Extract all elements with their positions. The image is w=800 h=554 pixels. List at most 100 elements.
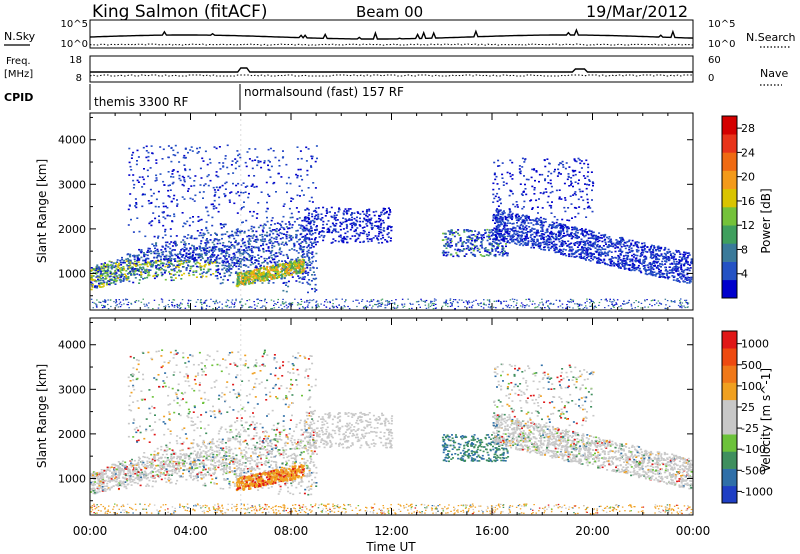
freq-frame	[89, 55, 694, 83]
data-cell	[272, 150, 275, 152]
data-cell	[382, 229, 385, 232]
data-cell	[109, 275, 112, 278]
data-cell	[213, 261, 216, 264]
data-cell	[95, 280, 98, 283]
data-cell	[169, 235, 172, 238]
data-cell	[155, 262, 158, 264]
data-cell	[373, 225, 376, 227]
data-cell	[122, 266, 125, 268]
data-cell	[646, 269, 649, 271]
data-cell	[651, 299, 654, 301]
data-cell	[339, 236, 342, 238]
data-cell	[526, 215, 529, 218]
data-cell	[255, 265, 258, 267]
data-cell	[283, 244, 286, 246]
data-cell	[640, 251, 643, 254]
data-cell	[106, 271, 109, 274]
data-cell	[279, 237, 282, 240]
data-cell	[302, 269, 305, 272]
data-cell	[344, 218, 347, 220]
data-cell	[639, 254, 642, 257]
data-cell	[298, 224, 301, 226]
data-cell	[577, 157, 580, 160]
data-cell	[136, 254, 139, 257]
data-cell	[486, 239, 489, 242]
data-cell	[279, 253, 282, 255]
data-cell	[502, 252, 504, 254]
data-cell	[205, 239, 208, 242]
data-cell	[580, 160, 583, 162]
data-cell	[299, 248, 302, 251]
data-cell	[554, 225, 557, 228]
data-cell	[173, 270, 176, 272]
data-cell	[257, 160, 260, 162]
data-cell	[498, 229, 501, 231]
data-cell	[429, 305, 432, 307]
data-cell	[496, 247, 499, 249]
data-cell	[96, 299, 98, 301]
data-cell	[153, 256, 156, 259]
data-cell	[601, 261, 604, 264]
data-cell	[211, 216, 214, 219]
data-cell	[522, 220, 524, 223]
data-cell	[214, 275, 217, 277]
data-cell	[167, 246, 170, 248]
data-cell	[117, 270, 120, 272]
data-cell	[503, 223, 506, 225]
data-cell	[218, 250, 221, 252]
data-cell	[333, 218, 336, 220]
data-cell	[322, 231, 325, 233]
data-cell	[177, 256, 179, 259]
data-cell	[275, 267, 277, 270]
data-cell	[462, 241, 465, 244]
data-cell	[621, 236, 624, 239]
data-cell	[378, 214, 380, 217]
data-cell	[595, 250, 598, 253]
data-cell	[321, 227, 324, 229]
data-cell	[132, 271, 135, 273]
data-cell	[190, 185, 193, 187]
data-cell	[603, 262, 606, 264]
data-cell	[236, 261, 239, 263]
data-cell	[181, 183, 184, 186]
data-cell	[590, 257, 593, 260]
data-cell	[678, 256, 681, 258]
data-cell	[531, 243, 534, 246]
data-cell	[168, 196, 171, 198]
data-cell	[263, 223, 266, 225]
data-cell	[686, 256, 689, 259]
data-cell	[598, 251, 601, 254]
data-cell	[614, 247, 617, 249]
data-cell	[172, 176, 175, 178]
data-cell	[202, 160, 205, 162]
data-cell	[288, 266, 291, 269]
data-cell	[149, 221, 152, 223]
data-cell	[390, 229, 393, 232]
data-cell	[461, 299, 463, 301]
data-cell	[183, 180, 186, 183]
data-cell	[654, 261, 657, 263]
data-cell	[500, 235, 503, 237]
data-cell	[300, 255, 303, 257]
data-cell	[309, 241, 312, 243]
data-cell	[310, 227, 313, 229]
data-cell	[558, 249, 561, 252]
data-cell	[102, 282, 105, 284]
data-cell	[521, 219, 524, 221]
data-cell	[535, 217, 538, 220]
data-cell	[454, 248, 457, 251]
data-cell	[547, 234, 550, 237]
data-cell	[254, 282, 256, 284]
data-cell	[95, 266, 98, 269]
data-cell	[501, 255, 504, 257]
data-cell	[263, 160, 266, 162]
data-cell	[580, 228, 583, 230]
data-cell	[471, 243, 474, 246]
data-cell	[301, 258, 304, 261]
data-cell	[297, 168, 300, 171]
data-cell	[467, 230, 470, 233]
data-cell	[164, 228, 167, 231]
data-cell	[448, 231, 451, 233]
data-cell	[194, 194, 197, 197]
data-cell	[687, 263, 690, 266]
